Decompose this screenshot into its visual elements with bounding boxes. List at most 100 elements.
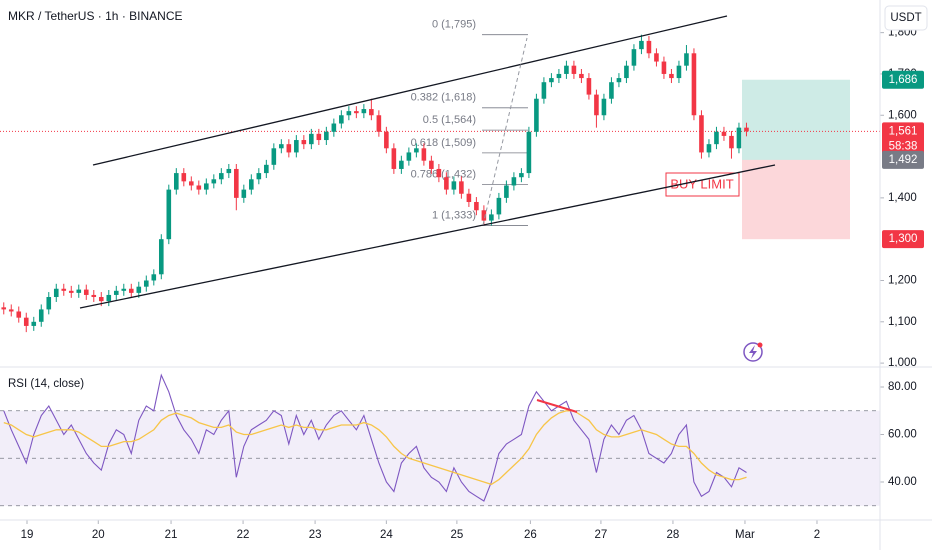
candle-body xyxy=(91,294,97,298)
x-tick-label: 2 xyxy=(814,529,820,541)
lightning-icon[interactable] xyxy=(743,342,763,362)
price-badge xyxy=(882,150,924,169)
x-tick-label: 21 xyxy=(165,529,178,541)
annotation: BUY LIMIT xyxy=(670,176,733,191)
stop-zone xyxy=(742,159,850,240)
candle-body xyxy=(459,181,464,194)
candle-body xyxy=(721,131,727,136)
candle-body xyxy=(744,127,749,132)
price-badge-label: 1,561 xyxy=(889,125,918,137)
candle-body xyxy=(151,274,157,281)
candle-body xyxy=(1,307,7,310)
candle-body xyxy=(579,73,584,79)
candle-body xyxy=(279,144,284,149)
rsi-tick-label: 40.00 xyxy=(888,476,917,488)
candle-body xyxy=(181,173,187,182)
candle-body xyxy=(541,82,547,99)
candle-body xyxy=(196,185,202,190)
candle-body xyxy=(38,309,44,322)
chart-title: MKR / TetherUS · 1h · BINANCE xyxy=(8,9,183,23)
currency-button[interactable] xyxy=(884,5,928,31)
candle-body xyxy=(609,82,614,99)
candle-body xyxy=(639,40,644,50)
candle-body xyxy=(346,111,352,116)
candle-body xyxy=(339,115,344,124)
fib-label: 0.5 (1,564) xyxy=(423,114,476,126)
countdown: 58:38 xyxy=(889,140,918,152)
candle-body xyxy=(414,148,419,153)
candle-body xyxy=(128,288,134,293)
rsi-line xyxy=(3,410,747,486)
fib-label: 0.786 (1,432) xyxy=(411,169,476,181)
candle-body xyxy=(699,115,704,153)
candle-body xyxy=(309,133,314,145)
candle-body xyxy=(691,53,697,116)
candle-body xyxy=(166,189,172,240)
candle-body xyxy=(31,321,37,326)
candle-body xyxy=(391,148,397,169)
rsi-tick-label: 80.00 xyxy=(888,381,917,393)
candle-body xyxy=(586,78,592,95)
candle-body xyxy=(519,173,524,178)
icon-dot[interactable] xyxy=(757,342,763,348)
candle-body xyxy=(23,317,29,326)
x-tick-label: 23 xyxy=(309,529,322,541)
annotation-box xyxy=(665,172,740,197)
divergence-line xyxy=(536,399,578,413)
candle-body xyxy=(174,173,179,190)
candle-body xyxy=(376,115,382,132)
candle-body xyxy=(46,297,52,310)
candle-body xyxy=(481,210,487,221)
rsi-line xyxy=(3,373,747,502)
icon-bolt[interactable] xyxy=(749,345,757,359)
x-tick-label: 20 xyxy=(92,529,105,541)
x-tick-label: 19 xyxy=(21,529,34,541)
candle-body xyxy=(369,109,374,116)
candle-body xyxy=(16,311,22,318)
candle-body xyxy=(121,288,127,291)
candle-body xyxy=(676,65,682,79)
candle-body xyxy=(601,98,607,116)
x-tick-label: 27 xyxy=(595,529,608,541)
candle-body xyxy=(421,148,427,161)
candle-body xyxy=(68,290,74,293)
candle-body xyxy=(466,193,472,203)
x-tick-label: Mar xyxy=(735,529,755,541)
price-badge-label: 1,300 xyxy=(889,233,918,245)
candle-body xyxy=(8,309,14,312)
y-tick-label: 1,000 xyxy=(888,357,917,369)
target-zone xyxy=(742,79,850,160)
fib-label: 0.618 (1,509) xyxy=(411,137,476,149)
candle-body xyxy=(406,152,412,161)
candle-body xyxy=(556,73,562,79)
price-badge xyxy=(882,230,924,249)
candle-body xyxy=(158,239,164,275)
candle-body xyxy=(549,78,554,83)
candle-body xyxy=(496,197,502,215)
y-tick-label: 1,600 xyxy=(888,109,917,121)
price-badge xyxy=(882,70,924,89)
icon-ring[interactable] xyxy=(743,342,763,362)
candle-body xyxy=(361,109,367,114)
candle-body xyxy=(354,111,359,114)
candle-body xyxy=(331,123,337,132)
candle-body xyxy=(451,181,457,190)
candle-body xyxy=(189,181,194,186)
currency[interactable]: USDT xyxy=(890,12,921,24)
x-tick-label: 24 xyxy=(380,529,393,541)
candle-body xyxy=(204,183,209,190)
channel-upper xyxy=(92,15,728,166)
candle-body xyxy=(489,214,494,221)
candle-body xyxy=(399,160,404,169)
candle-body xyxy=(143,280,149,287)
candle-body xyxy=(729,135,734,149)
candle-body xyxy=(76,289,82,293)
candle-body xyxy=(83,289,89,295)
candle-body xyxy=(226,168,232,174)
candle-body xyxy=(616,78,622,83)
candle-body xyxy=(256,173,262,180)
x-tick-label: 28 xyxy=(667,529,680,541)
candle-body xyxy=(98,297,104,302)
x-tick-label: 22 xyxy=(237,529,250,541)
